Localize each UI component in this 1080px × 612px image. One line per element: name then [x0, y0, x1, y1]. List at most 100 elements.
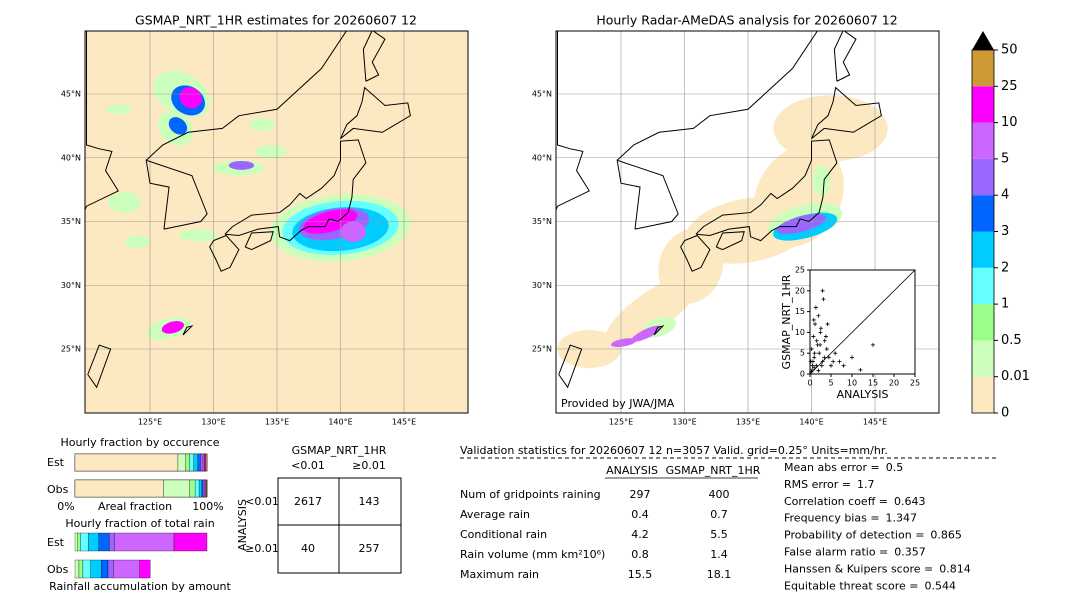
row-value: 0.8 [631, 548, 649, 561]
map-credit: Provided by JWA/JMA [561, 397, 675, 410]
fraction-segment [205, 453, 208, 472]
lon-label: 135°E [736, 418, 760, 427]
axis-end: 100% [192, 500, 223, 513]
row-value: 0.7 [710, 508, 728, 521]
colorbar-label: 10 [1001, 115, 1018, 130]
fraction-segment [82, 559, 91, 579]
fraction-segment [202, 479, 205, 498]
fraction-segment [78, 559, 84, 579]
x-tick-label: 25 [910, 379, 920, 388]
fraction-segment [189, 453, 194, 472]
lat-label: 30°N [61, 281, 81, 290]
rain-area [179, 229, 218, 242]
fraction-title: Hourly fraction by occurence [61, 436, 220, 449]
fraction-segment [74, 479, 164, 498]
coastline [616, 159, 679, 230]
colorbar-label: 4 [1001, 188, 1009, 203]
map-frame [555, 30, 940, 414]
scatter-point [809, 347, 814, 352]
validation-header: Validation statistics for 20260607 12 n=… [460, 444, 888, 457]
fraction-segment [173, 532, 208, 552]
score-value: 0.814 [939, 562, 971, 575]
fraction-segment [197, 453, 201, 472]
colorbar-label: 5 [1001, 151, 1009, 166]
scatter-point [858, 367, 863, 372]
scatter-point [829, 363, 833, 368]
rain-area [249, 118, 275, 131]
coastline [616, 31, 818, 161]
map: 45°N 40°N 35°N 30°N 25°N 125°E 130°E 135°E 140°E… [61, 30, 469, 427]
scatter-point [818, 326, 823, 331]
row-label: Rain volume (mm km²10⁶) [460, 548, 605, 561]
rain-area [168, 117, 188, 135]
coastline [556, 31, 590, 212]
row-value: 297 [630, 488, 651, 501]
row-label: Average rain [460, 508, 530, 521]
scatter-point [810, 363, 815, 368]
row-header: <0.01 [245, 495, 279, 508]
row-value: 18.1 [707, 568, 732, 581]
colorbar-extension [972, 31, 994, 50]
left-map-title: GSMAP_NRT_1HR estimates for 20260607 12 [135, 13, 417, 28]
colorbar-segment [972, 267, 994, 305]
lon-label: 145°E [392, 418, 416, 427]
coastline [558, 344, 583, 389]
y-tick-label: 15 [795, 307, 805, 316]
lon-label: 130°E [201, 418, 225, 427]
bar-label: Est [47, 456, 65, 469]
scatter-point [811, 334, 816, 339]
scatter-point [850, 355, 854, 360]
coastline [695, 139, 838, 242]
scatter-point [823, 334, 828, 339]
score-label: Correlation coeff = [784, 495, 888, 508]
score-label: False alarm ratio = [784, 546, 888, 559]
scatter-point [817, 351, 822, 356]
scatter-point [871, 342, 875, 347]
lon-label: 130°E [672, 418, 696, 427]
fraction-segment [206, 479, 208, 498]
fraction-segment [88, 532, 99, 552]
fraction-segment [98, 532, 110, 552]
scatter-point [816, 368, 821, 373]
scatter-point [813, 305, 818, 310]
axis-label: Areal fraction [98, 500, 172, 513]
scatter-point [822, 355, 827, 360]
fraction-segment [74, 559, 80, 579]
row-label: Conditional rain [460, 528, 547, 541]
scatter-point [810, 367, 815, 372]
scatter-point [820, 288, 825, 293]
scatter-point [818, 342, 823, 347]
score-label: Frequency bias = [784, 512, 880, 525]
scatter-point [825, 322, 830, 327]
fraction-segment [193, 453, 198, 472]
scatter-point [809, 369, 814, 374]
y-tick-label: 0 [800, 370, 805, 379]
scatter-point [826, 355, 831, 360]
scatter-point [824, 347, 829, 352]
score-value: 0.643 [894, 495, 926, 508]
scatter-point [841, 363, 846, 368]
table-cell: 2617 [294, 495, 322, 508]
lat-label: 40°N [532, 153, 552, 162]
map-frame [84, 30, 469, 414]
scatter-point [811, 317, 816, 322]
scatter-point [810, 359, 815, 364]
colorbar-segment [972, 304, 994, 341]
table-cell: 257 [359, 542, 380, 555]
lon-label: 125°E [138, 418, 162, 427]
fraction-segment [113, 559, 140, 579]
lat-label: 25°N [61, 345, 81, 354]
fraction-segment [201, 479, 204, 498]
score-value: 0.357 [894, 546, 926, 559]
scatter-point [833, 351, 838, 356]
bar-label: Obs [47, 563, 69, 576]
colorbar-label: 50 [1001, 43, 1018, 58]
lon-label: 140°E [799, 418, 823, 427]
table-cell: 143 [359, 495, 380, 508]
axis-start: 0% [57, 500, 74, 513]
scatter-point [813, 322, 818, 327]
colorbar-label: 3 [1001, 224, 1009, 239]
lat-label: 35°N [532, 217, 552, 226]
lat-label: 30°N [532, 281, 552, 290]
x-tick-label: 15 [868, 379, 878, 388]
